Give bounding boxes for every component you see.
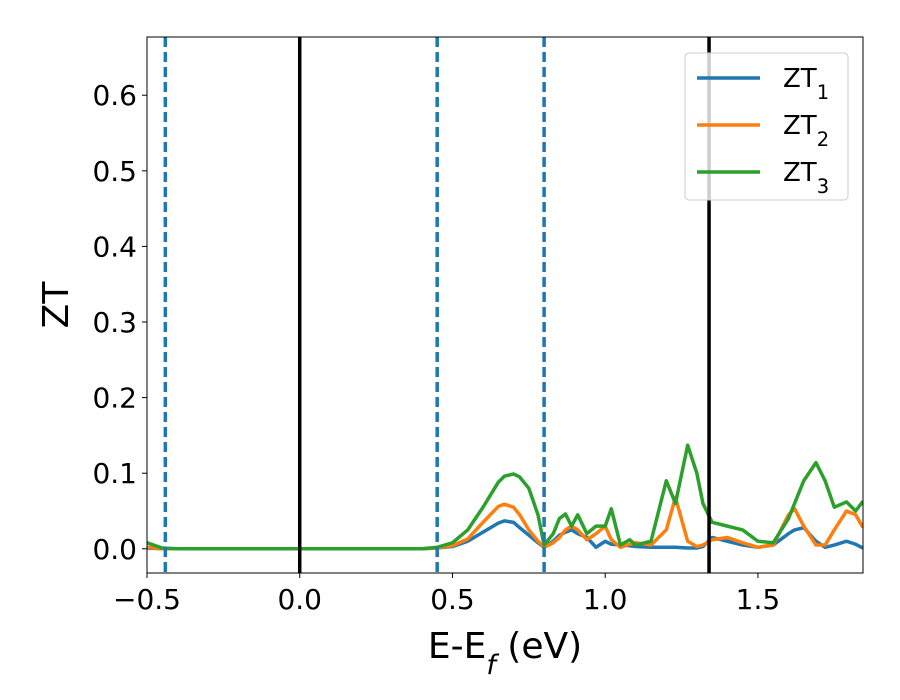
y-tick-label: 0.1 — [92, 457, 137, 490]
y-tick-label: 0.5 — [92, 155, 137, 188]
legend-box — [684, 52, 849, 201]
x-tick-label: −0.5 — [113, 583, 181, 616]
x-tick-label: 1.5 — [736, 583, 781, 616]
x-axis-label: E-Ef (eV) — [428, 626, 582, 681]
series-line — [147, 443, 863, 551]
y-tick-label: 0.6 — [92, 79, 137, 112]
x-tick-label: 1.0 — [583, 583, 628, 616]
y-tick-label: 0.4 — [92, 230, 137, 263]
y-tick-label: 0.2 — [92, 382, 137, 415]
plot-frame — [146, 36, 864, 574]
x-tick-label: 0.5 — [430, 583, 475, 616]
y-tick-label: 0.0 — [92, 533, 137, 566]
x-tick-label: 0.0 — [277, 583, 322, 616]
y-tick-label: 0.3 — [92, 306, 137, 339]
series-line — [147, 519, 863, 551]
y-axis-label: ZT — [36, 281, 77, 329]
